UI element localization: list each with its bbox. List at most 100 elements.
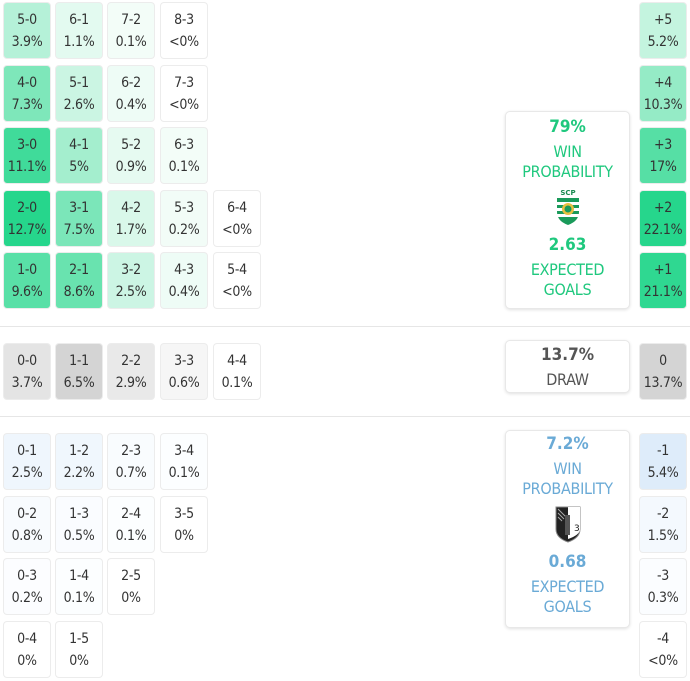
probability-value: <0% [222,283,252,300]
away-expected-goals: 0.68 [548,552,587,572]
probability-value: 2.6% [63,96,95,113]
win-label: WIN [553,459,582,478]
away-scoreline-cell: 2-4 0.1% [107,496,155,553]
probability-value: 2.5% [115,283,147,300]
probability-value: 6.5% [63,374,95,391]
goal-margin-cell: +5 5.2% [639,2,687,59]
probability-label: PROBABILITY [522,162,613,181]
away-scoreline-cell: 1-4 0.1% [55,558,103,615]
probability-value: 5% [69,158,89,175]
expected-label: EXPECTED [530,260,605,279]
draw-scoreline-cell: 0-0 3.7% [3,343,51,400]
home-scoreline-cell: 6-3 0.1% [160,127,208,184]
score-label: -1 [657,442,669,459]
score-label: 4-1 [69,136,89,153]
probability-value: 0% [121,589,141,606]
home-scoreline-cell: 5-0 3.9% [3,2,51,59]
expected-label: EXPECTED [530,577,605,596]
home-scoreline-cell: 5-3 0.2% [160,190,208,247]
goal-margin-cell: -4 <0% [639,621,687,678]
score-label: 4-4 [227,352,247,369]
home-scoreline-cell: 6-2 0.4% [107,65,155,122]
home-scoreline-cell: 5-2 0.9% [107,127,155,184]
score-label: 4-3 [174,261,194,278]
sporting-crest-icon: SCP [556,189,579,225]
score-label: 8-3 [174,11,194,28]
goal-margin-cell: -1 5.4% [639,433,687,490]
home-scoreline-cell: 5-4 <0% [213,252,261,309]
score-label: 5-3 [174,199,194,216]
probability-value: 0.6% [168,374,200,391]
score-label: 0-3 [17,567,37,584]
score-label: 6-1 [69,11,89,28]
draw-scoreline-cell: 1-1 6.5% [55,343,103,400]
probability-value: <0% [648,652,678,669]
probability-value: 0.3% [647,589,679,606]
probability-value: 0.1% [63,589,95,606]
score-label: 2-1 [69,261,89,278]
score-label: 0 [659,352,667,369]
probability-value: 7.3% [11,96,43,113]
score-label: 0-2 [17,505,37,522]
score-label: 1-1 [69,352,89,369]
home-scoreline-cell: 3-1 7.5% [55,190,103,247]
score-label: 1-5 [69,630,89,647]
score-label: 1-0 [17,261,37,278]
probability-value: 5.2% [647,33,679,50]
probability-value: 9.6% [11,283,43,300]
probability-value: 3.7% [11,374,43,391]
score-label: -2 [657,505,669,522]
score-label: 3-5 [174,505,194,522]
probability-value: 0% [174,527,194,544]
probability-value: 1.5% [647,527,679,544]
score-label: +5 [654,11,672,28]
score-label: 2-2 [121,352,141,369]
score-label: 2-5 [121,567,141,584]
score-label: -4 [657,630,669,647]
away-scoreline-cell: 3-5 0% [160,496,208,553]
divider [0,416,690,417]
away-summary-card: 7.2% WIN PROBABILITY 3 0.68 EXPECTED GOA… [505,430,630,628]
probability-value: <0% [169,33,199,50]
probability-value: 12.7% [7,221,47,238]
probability-value: 0.8% [11,527,43,544]
home-scoreline-cell: 3-0 11.1% [3,127,51,184]
home-scoreline-cell: 4-0 7.3% [3,65,51,122]
home-scoreline-cell: 4-1 5% [55,127,103,184]
goal-margin-cell: -2 1.5% [639,496,687,553]
probability-value: 0.1% [168,464,200,481]
probability-value: 2.2% [63,464,95,481]
away-scoreline-cell: 0-4 0% [3,621,51,678]
svg-text:SCP: SCP [560,189,575,197]
score-label: 2-4 [121,505,141,522]
probability-value: 11.1% [7,158,47,175]
score-label: 1-2 [69,442,89,459]
home-scoreline-cell: 5-1 2.6% [55,65,103,122]
home-summary-card: 79% WIN PROBABILITY SCP 2.63 EXPECTED GO… [505,111,630,309]
score-label: 6-4 [227,199,247,216]
home-expected-goals: 2.63 [548,235,587,255]
probability-value: 0.5% [63,527,95,544]
score-label: 0-4 [17,630,37,647]
away-scoreline-cell: 1-5 0% [55,621,103,678]
probability-value: 13.7% [643,374,683,391]
probability-value: 10.3% [643,96,683,113]
home-scoreline-cell: 7-2 0.1% [107,2,155,59]
probability-value: 0.9% [115,158,147,175]
score-label: 6-3 [174,136,194,153]
probability-value: 8.6% [63,283,95,300]
goal-margin-cell: +2 22.1% [639,190,687,247]
probability-value: 22.1% [643,221,683,238]
probability-label: PROBABILITY [522,479,613,498]
home-scoreline-cell: 6-1 1.1% [55,2,103,59]
probability-value: 3.9% [11,33,43,50]
probability-value: 0% [69,652,89,669]
draw-label: DRAW [546,369,589,389]
home-scoreline-cell: 7-3 <0% [160,65,208,122]
probability-value: 21.1% [643,283,683,300]
away-scoreline-cell: 3-4 0.1% [160,433,208,490]
score-label: 5-4 [227,261,247,278]
home-scoreline-cell: 2-1 8.6% [55,252,103,309]
probability-value: 1.7% [115,221,147,238]
probability-value: 0.4% [168,283,200,300]
